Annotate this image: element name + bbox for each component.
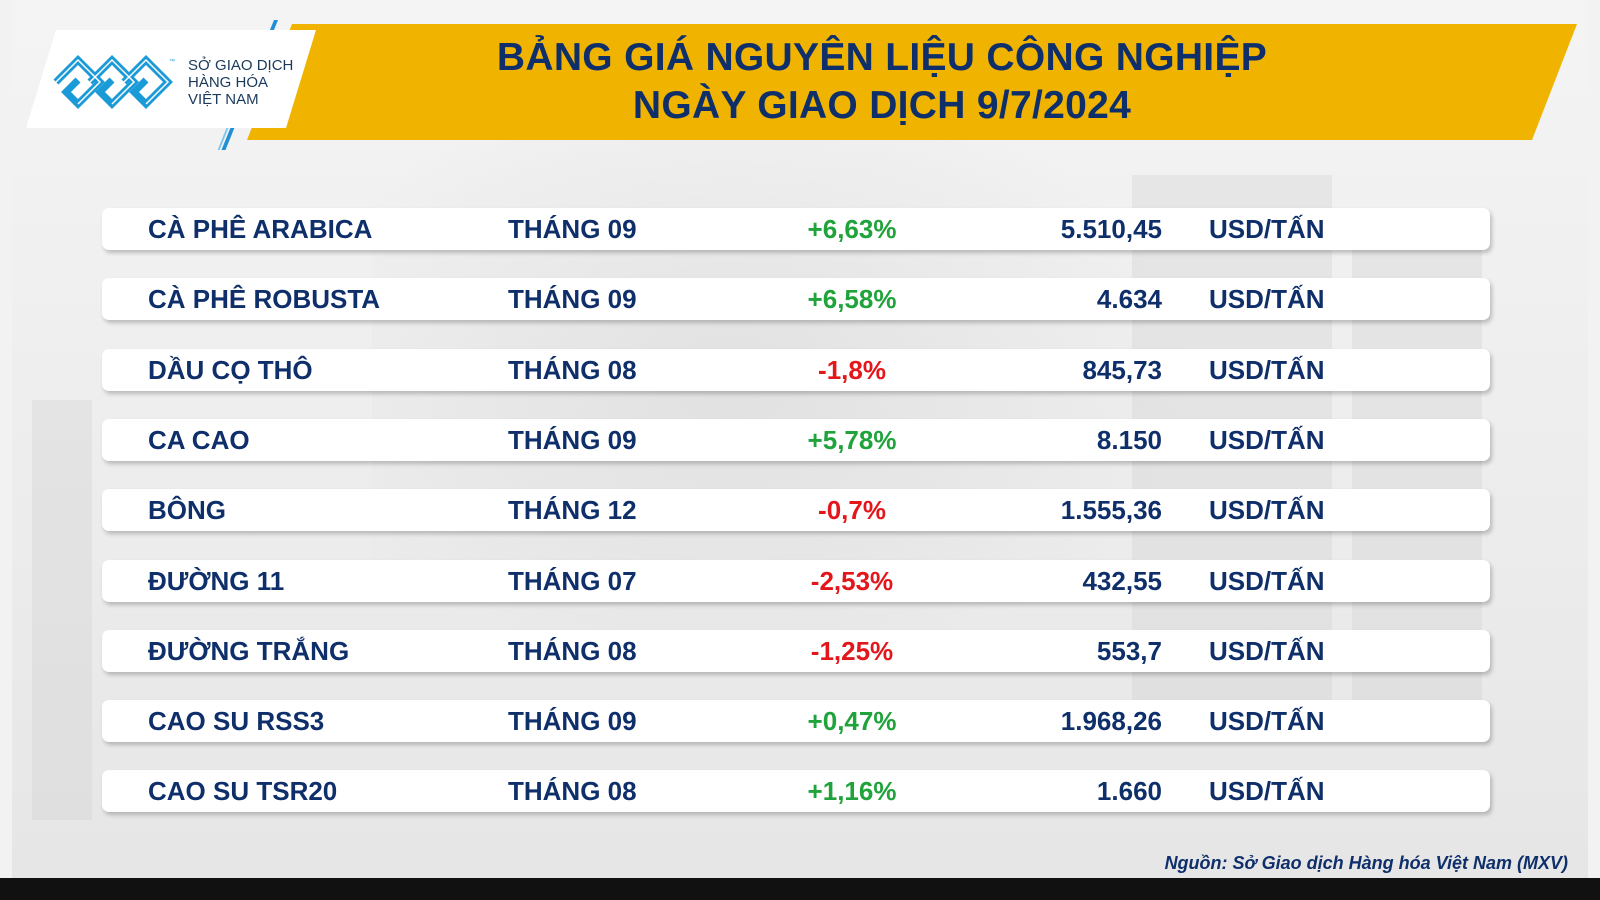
logo-line-2: HÀNG HÓA [188, 74, 269, 91]
price-unit: USD/TẤN [1209, 355, 1325, 385]
commodity-name: ĐƯỜNG TRẮNG [148, 636, 350, 666]
commodity-name: CÀ PHÊ ARABICA [148, 214, 373, 244]
price-unit: USD/TẤN [1209, 636, 1325, 666]
price-value: 1.968,26 [1060, 706, 1162, 736]
price-unit: USD/TẤN [1209, 706, 1325, 736]
contract-month: THÁNG 09 [508, 706, 637, 736]
commodity-name: CÀ PHÊ ROBUSTA [148, 284, 381, 314]
bottom-bar [0, 878, 1600, 900]
price-value: 1.555,36 [1060, 495, 1162, 525]
price-change: -0,7% [818, 495, 886, 525]
price-value: 8.150 [1096, 425, 1162, 455]
source-note: Nguồn: Sở Giao dịch Hàng hóa Việt Nam (M… [1164, 853, 1568, 873]
contract-month: THÁNG 09 [508, 425, 637, 455]
price-change: +0,47% [807, 706, 897, 736]
contract-month: THÁNG 12 [508, 495, 637, 525]
price-change: +5,78% [807, 425, 897, 455]
table-row: ĐƯỜNG TRẮNG THÁNG 08 -1,25% 553,7 USD/TẤN [102, 630, 1490, 672]
table-row: CAO SU RSS3 THÁNG 09 +0,47% 1.968,26 USD/TẤN [102, 700, 1490, 742]
contract-month: THÁNG 07 [508, 566, 637, 596]
background-building [32, 400, 92, 820]
page-title: BẢNG GIÁ NGUYÊN LIỆU CÔNG NGHIỆP NGÀY GI… [432, 34, 1332, 130]
price-change: +6,63% [807, 214, 897, 244]
price-unit: USD/TẤN [1209, 214, 1325, 244]
commodity-name: CAO SU RSS3 [148, 706, 325, 736]
price-value: 1.660 [1096, 776, 1162, 806]
contract-month: THÁNG 08 [508, 355, 637, 385]
table-row: BÔNG THÁNG 12 -0,7% 1.555,36 USD/TẤN [102, 489, 1490, 531]
table-row: CAO SU TSR20 THÁNG 08 +1,16% 1.660 USD/TẤN [102, 770, 1490, 812]
price-unit: USD/TẤN [1209, 566, 1325, 596]
title-line-1: BẢNG GIÁ NGUYÊN LIỆU CÔNG NGHIỆP [496, 36, 1268, 79]
table-row: ĐƯỜNG 11 THÁNG 07 -2,53% 432,55 USD/TẤN [102, 560, 1490, 602]
table-row: CÀ PHÊ ARABICA THÁNG 09 +6,63% 5.510,45 USD/… [102, 208, 1490, 250]
price-change: -1,25% [810, 636, 894, 666]
price-change: -2,53% [810, 566, 894, 596]
price-unit: USD/TẤN [1209, 776, 1325, 806]
contract-month: THÁNG 08 [508, 776, 637, 806]
logo-line-3: VIỆT NAM [188, 91, 259, 108]
logo-line-1: SỞ GIAO DỊCH [188, 57, 294, 74]
logo-trademark: ™ [169, 58, 175, 65]
contract-month: THÁNG 09 [508, 284, 637, 314]
price-value: 5.510,45 [1060, 214, 1162, 244]
title-line-2: NGÀY GIAO DỊCH 9/7/2024 [632, 84, 1132, 127]
price-change: +1,16% [807, 776, 897, 806]
commodity-name: ĐƯỜNG 11 [148, 566, 285, 596]
contract-month: THÁNG 08 [508, 636, 637, 666]
commodity-name: BÔNG [148, 495, 226, 525]
commodity-name: CA CAO [148, 425, 250, 455]
commodity-name: DẦU CỌ THÔ [148, 355, 313, 385]
table-row: CÀ PHÊ ROBUSTA THÁNG 09 +6,58% 4.634 USD/TẤN [102, 278, 1490, 320]
table-row: DẦU CỌ THÔ THÁNG 08 -1,8% 845,73 USD/TẤN [102, 349, 1490, 391]
price-value: 4.634 [1096, 284, 1162, 314]
price-value: 432,55 [1082, 566, 1162, 596]
price-unit: USD/TẤN [1209, 425, 1325, 455]
price-value: 845,73 [1082, 355, 1162, 385]
contract-month: THÁNG 09 [508, 214, 637, 244]
price-unit: USD/TẤN [1209, 284, 1325, 314]
table-row: CA CAO THÁNG 09 +5,78% 8.150 USD/TẤN [102, 419, 1490, 461]
header-banner [247, 24, 1577, 140]
commodity-name: CAO SU TSR20 [148, 776, 338, 806]
price-unit: USD/TẤN [1209, 495, 1325, 525]
price-change: -1,8% [818, 355, 886, 385]
price-change: +6,58% [807, 284, 897, 314]
price-value: 553,7 [1096, 636, 1162, 666]
mxv-logo-icon: ™ [53, 55, 175, 109]
price-slide: ™ SỞ GIAO DỊCH HÀNG HÓA VIỆT NAM BẢNG GI… [12, 0, 1588, 878]
logo-wordmark: SỞ GIAO DỊCH HÀNG HÓA VIỆT NAM [188, 57, 293, 108]
